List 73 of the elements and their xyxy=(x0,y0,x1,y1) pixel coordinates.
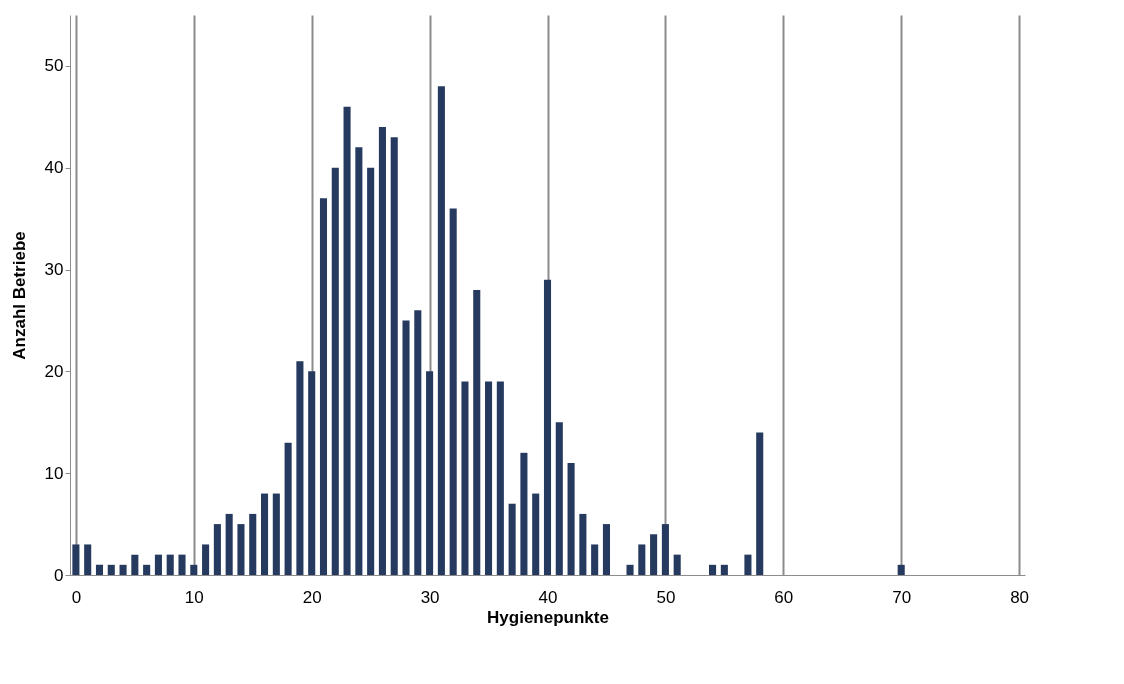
bar xyxy=(284,442,292,575)
bar xyxy=(154,554,162,575)
bar xyxy=(496,381,504,575)
bar xyxy=(143,564,151,575)
y-axis-title: Anzahl Betriebe xyxy=(9,231,29,360)
x-tick-label: 70 xyxy=(892,587,912,607)
x-tick-label: 0 xyxy=(71,587,82,607)
bar xyxy=(190,564,198,575)
bar xyxy=(567,463,575,575)
bar xyxy=(508,503,516,575)
x-tick-label: 60 xyxy=(774,587,794,607)
bar xyxy=(602,524,610,575)
y-tick-label: 10 xyxy=(44,463,64,483)
bar xyxy=(591,544,599,575)
x-tick-label: 30 xyxy=(420,587,440,607)
bar xyxy=(296,361,304,575)
bar xyxy=(213,524,221,575)
bar xyxy=(402,320,410,575)
bar xyxy=(390,137,398,575)
bar xyxy=(202,544,210,575)
bar xyxy=(72,544,80,575)
bar xyxy=(272,493,280,575)
bar xyxy=(449,208,457,575)
bar xyxy=(673,554,681,575)
bar xyxy=(638,544,646,575)
bar xyxy=(744,554,752,575)
bar xyxy=(709,564,717,575)
x-tick-label: 20 xyxy=(302,587,322,607)
bar xyxy=(166,554,174,575)
bar xyxy=(249,513,257,575)
bar xyxy=(579,513,587,575)
bar xyxy=(95,564,104,575)
bar xyxy=(555,422,563,575)
bar xyxy=(84,544,92,575)
bar xyxy=(897,564,905,575)
bar xyxy=(107,564,115,575)
x-tick-label: 40 xyxy=(538,587,558,607)
bar xyxy=(720,564,728,575)
bar xyxy=(367,167,375,575)
bar xyxy=(650,534,658,575)
bar xyxy=(178,554,186,575)
y-tick-label: 0 xyxy=(54,565,64,585)
y-tick-label: 30 xyxy=(44,260,64,280)
bar xyxy=(437,86,445,575)
x-axis-title: Hygienepunkte xyxy=(487,607,609,627)
bar xyxy=(473,289,481,575)
bar xyxy=(343,106,351,575)
bar xyxy=(225,513,233,575)
x-tick-label: 50 xyxy=(656,587,676,607)
bar xyxy=(237,524,245,575)
bar xyxy=(355,147,363,575)
bar xyxy=(461,381,469,575)
bar xyxy=(331,167,339,575)
x-tick-label: 80 xyxy=(1010,587,1030,607)
bar xyxy=(378,127,386,575)
bar xyxy=(426,371,434,575)
bar xyxy=(756,432,764,575)
bar xyxy=(543,279,552,575)
bar xyxy=(485,381,493,575)
bar xyxy=(414,310,422,575)
y-tick-label: 20 xyxy=(44,361,64,381)
x-tick-label: 10 xyxy=(184,587,204,607)
bar xyxy=(319,198,328,575)
bar xyxy=(131,554,139,575)
bar xyxy=(626,564,634,575)
bar xyxy=(532,493,540,575)
bar xyxy=(520,452,528,575)
bar xyxy=(308,371,316,575)
bar xyxy=(119,564,127,575)
y-tick-label: 50 xyxy=(44,56,64,76)
bar xyxy=(661,524,669,575)
y-tick-label: 40 xyxy=(44,158,64,178)
bar xyxy=(261,493,269,575)
